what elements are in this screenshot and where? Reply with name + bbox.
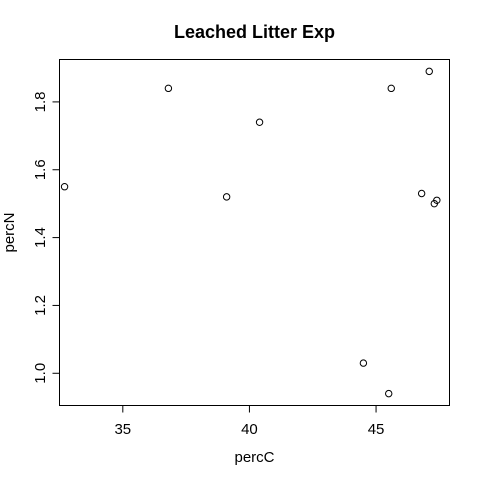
data-point — [433, 196, 441, 204]
y-tick-label: 1.8 — [32, 91, 49, 112]
y-tick-label: 1.2 — [32, 295, 49, 316]
y-axis: 1.0 1.2 1.4 1.6 1.8 — [32, 91, 60, 384]
data-point — [385, 389, 393, 398]
data-point — [164, 84, 173, 93]
x-tick-label: 40 — [241, 421, 258, 438]
data-point — [60, 183, 69, 191]
y-axis-label: percN — [1, 212, 18, 252]
data-point — [387, 84, 395, 93]
data-points — [60, 67, 441, 398]
x-tick-label: 45 — [368, 421, 385, 438]
data-point — [255, 118, 264, 126]
data-point — [425, 67, 433, 76]
x-tick-label: 35 — [114, 421, 131, 438]
data-point — [417, 189, 426, 198]
y-tick-label: 1.4 — [32, 227, 49, 248]
chart-title: Leached Litter Exp — [174, 22, 335, 42]
y-tick-label: 1.0 — [32, 363, 49, 384]
x-axis: 35 40 45 — [114, 405, 385, 438]
plot-frame — [59, 59, 450, 406]
x-axis-label: percC — [234, 449, 274, 466]
y-tick-label: 1.6 — [32, 159, 49, 180]
data-point — [222, 193, 231, 201]
data-point — [359, 359, 368, 367]
